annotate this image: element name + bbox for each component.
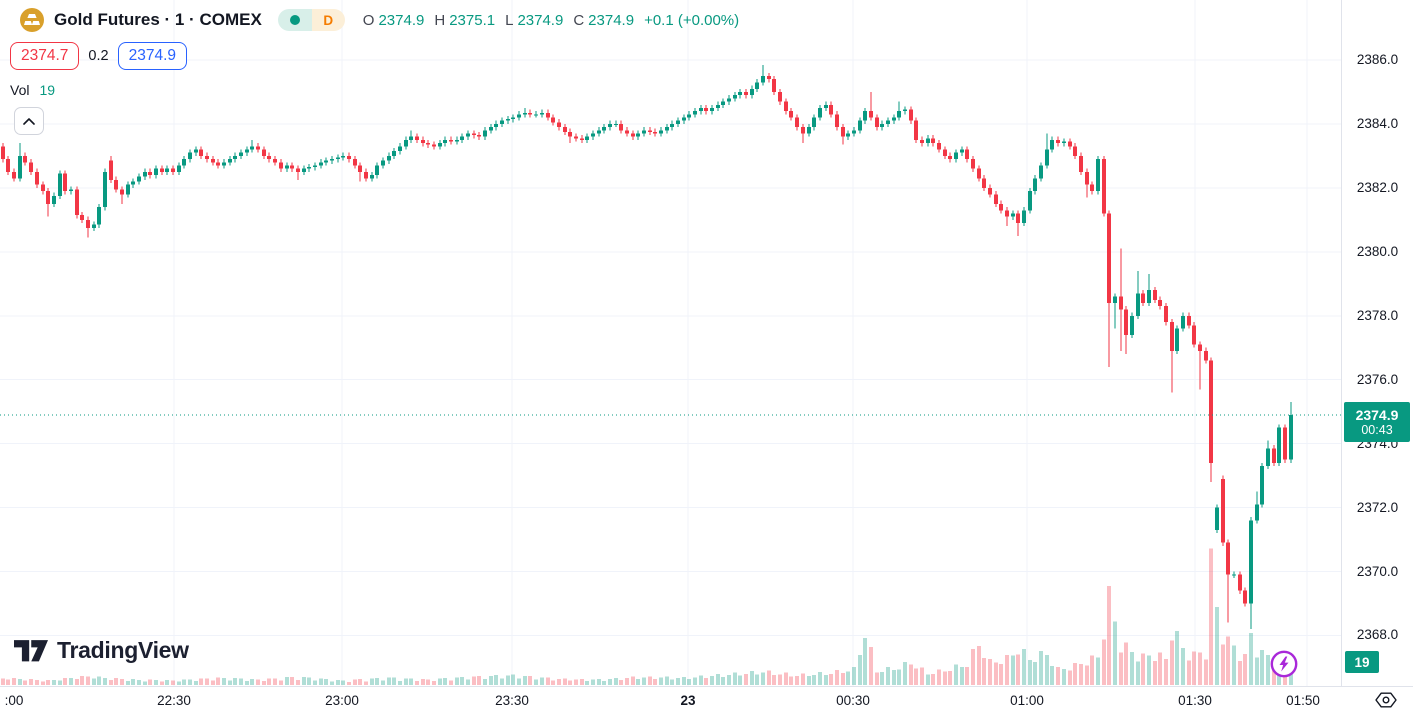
bar-countdown: 00:43 xyxy=(1361,422,1393,437)
volume-axis-badge: 19 xyxy=(1345,651,1379,673)
change-value: +0.1 (+0.00%) xyxy=(644,11,740,29)
eye-icon xyxy=(1375,692,1397,708)
tradingview-wordmark: TradingView xyxy=(57,637,189,663)
gold-futures-logo-icon[interactable] xyxy=(20,8,44,32)
time-axis[interactable]: :00 22:30 23:00 23:30 23 00:30 01:00 01:30 01:50 xyxy=(0,686,1413,716)
price-axis-label: 2386.0 xyxy=(1356,52,1399,67)
chevron-up-icon xyxy=(23,117,35,125)
low-value: 2374.9 xyxy=(517,11,564,29)
time-axis-label: 01:00 xyxy=(1010,693,1044,708)
volume-label: Vol xyxy=(10,82,30,98)
tradingview-watermark[interactable]: TradingView xyxy=(14,637,189,664)
price-axis-label: 2384.0 xyxy=(1356,115,1399,131)
price-axis-label: 2370.0 xyxy=(1356,563,1399,579)
time-axis-label: 23:30 xyxy=(495,693,529,708)
last-price-badge: 2374.9 00:43 xyxy=(1344,402,1410,442)
market-status-dot-icon xyxy=(289,15,300,25)
time-axis-label: :00 xyxy=(4,693,24,708)
symbol-title[interactable]: Gold Futures · 1 · COMEX xyxy=(54,10,262,29)
scales-visibility-button[interactable] xyxy=(1372,688,1400,712)
open-value: 2374.9 xyxy=(378,11,425,29)
price-axis-label: 2380.0 xyxy=(1356,243,1399,259)
open-label: O xyxy=(362,11,375,29)
close-label: C xyxy=(573,11,585,29)
time-axis-label: 01:30 xyxy=(1178,693,1212,708)
volume-bars xyxy=(1,548,1293,685)
volume-value: 19 xyxy=(39,82,56,98)
price-axis-label: 2372.0 xyxy=(1356,499,1399,515)
daily-interval-pill[interactable]: D xyxy=(277,9,345,31)
time-axis-label: 01:50 xyxy=(1286,693,1320,708)
price-axis[interactable]: 2386.0 2384.0 2382.0 2380.0 2378.0 2376.0 2374… xyxy=(1341,0,1413,686)
lightning-icon xyxy=(1270,650,1298,678)
low-label: L xyxy=(505,11,514,29)
volume-legend: Vol 19 xyxy=(10,82,55,98)
interval-badge: D xyxy=(311,9,345,31)
close-value: 2374.9 xyxy=(588,11,635,29)
price-axis-label: 2378.0 xyxy=(1356,307,1399,323)
ohlc-values: O 2374.9 H 2375.1 L 2374.9 C 2374.9 +0.1 (+0… xyxy=(363,12,739,29)
time-axis-label: 23 xyxy=(680,693,696,708)
quote-row: 2374.7 0.2 2374.9 xyxy=(10,42,188,70)
buy-ask-button[interactable]: 2374.9 xyxy=(117,42,188,70)
candlestick-chart-canvas[interactable] xyxy=(0,0,1341,686)
collapse-legend-button[interactable] xyxy=(14,107,44,135)
market-status-segment xyxy=(277,9,312,31)
chart-legend: Gold Futures · 1 · COMEX D O 2374.9 H 2375… xyxy=(20,8,739,32)
sell-bid-button[interactable]: 2374.7 xyxy=(10,42,80,70)
time-axis-label: 23:00 xyxy=(325,693,359,708)
price-axis-label: 2368.0 xyxy=(1356,627,1399,643)
quick-trade-button[interactable] xyxy=(1270,650,1298,678)
time-axis-label: 00:30 xyxy=(836,693,870,708)
high-label: H xyxy=(434,11,446,29)
price-axis-label: 2376.0 xyxy=(1356,371,1399,387)
price-axis-label: 2382.0 xyxy=(1356,179,1399,195)
tradingview-logo-icon xyxy=(14,639,48,661)
high-value: 2375.1 xyxy=(449,11,496,29)
time-axis-label: 22:30 xyxy=(157,693,191,708)
last-price-value: 2374.9 xyxy=(1355,406,1399,423)
candles xyxy=(1,64,1293,630)
spread-value: 0.2 xyxy=(88,48,109,64)
